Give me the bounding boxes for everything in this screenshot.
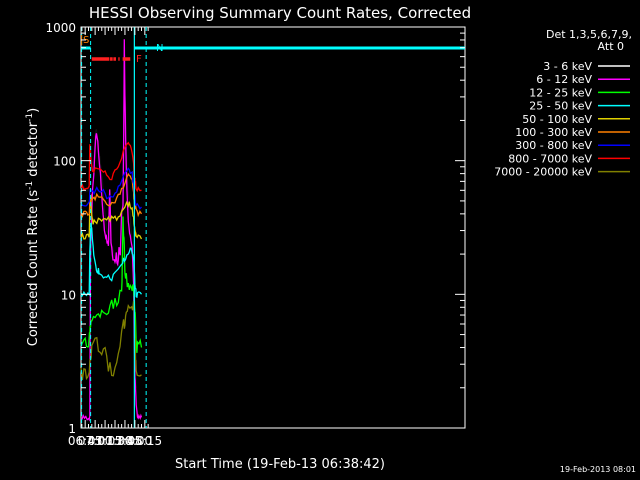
legend-entry-label: 25 - 50 keV [529, 100, 592, 113]
y-axis-label-c: ) [26, 108, 41, 113]
legend-entry-label: 800 - 7000 keV [508, 152, 592, 165]
chart-title: HESSI Observing Summary Count Rates, Cor… [89, 4, 471, 22]
legend-entry-label: 50 - 100 keV [522, 113, 592, 126]
x-axis-label: Start Time (19-Feb-13 06:38:42) [175, 457, 385, 472]
y-tick-label: 1000 [45, 21, 76, 35]
x-tick-label: 07:00 [78, 434, 113, 448]
legend-entry-label: 6 - 12 keV [536, 73, 592, 86]
y-axis-label-sup2: -1 [25, 113, 35, 122]
x-tick-label: 07:15 [88, 434, 123, 448]
legend-entry-label: 300 - 800 keV [515, 139, 592, 152]
legend-header-attenuator: Att 0 [598, 40, 624, 53]
overlay-layer: S N F [81, 27, 465, 428]
y-axis-label-a: Corrected Count Rate (s [26, 190, 41, 347]
x-tick-label: 07:45 [108, 434, 143, 448]
flag-label-f: F [136, 54, 142, 65]
legend-entry-label: 100 - 300 keV [515, 126, 592, 139]
y-tick-label: 10 [61, 288, 76, 302]
plot-frame [80, 26, 466, 429]
y-axis-label-b: detector [26, 121, 41, 181]
x-tick-label: 08:15 [128, 434, 163, 448]
y-axis-label: Corrected Count Rate (s-1 detector-1) [25, 108, 41, 346]
y-axis-label-sup1: -1 [25, 181, 35, 190]
x-tick-label: 06:45 [68, 434, 103, 448]
y-tick-label: 1 [68, 422, 76, 436]
legend-entry-label: 3 - 6 keV [543, 60, 592, 73]
x-tick-label: 08:00 [118, 434, 153, 448]
flag-label-s: S [83, 35, 89, 46]
generation-timestamp: 19-Feb-2013 08:01 [560, 465, 636, 474]
legend-header-detectors: Det 1,3,5,6,7,9, [546, 28, 632, 41]
y-axis: 1 10 100 1000 [45, 21, 465, 436]
series-layer [80, 39, 143, 422]
flag-label-n: N [156, 43, 163, 54]
x-tick-label: 07:30 [98, 434, 133, 448]
legend-entry-label: 12 - 25 keV [529, 86, 592, 99]
y-tick-label: 100 [53, 155, 76, 169]
legend-entry-label: 7000 - 20000 keV [494, 166, 592, 179]
